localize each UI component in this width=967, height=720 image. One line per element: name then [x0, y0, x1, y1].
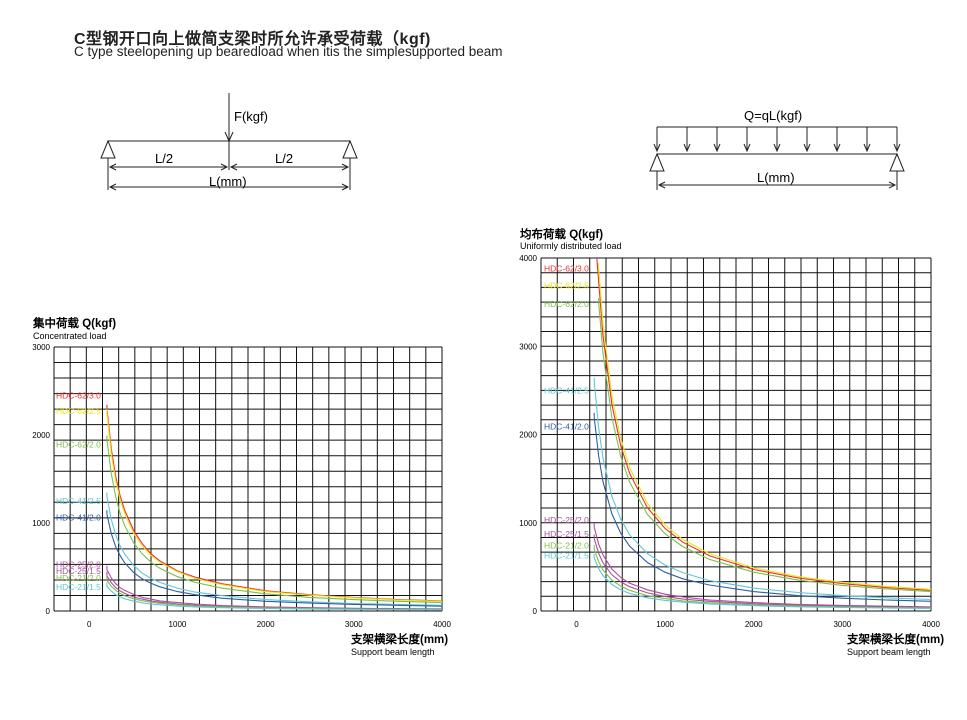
x-tick-label: 3000	[833, 620, 851, 629]
series-label: HDC-62/2.0	[544, 299, 589, 309]
series-label: HDC-25/2.0	[56, 559, 101, 569]
series-label: HDC-41/2.0	[544, 422, 589, 432]
y-tick-label: 1000	[519, 519, 537, 528]
x-axis-title: 支架横梁长度(mm)	[846, 632, 944, 646]
left-support-icon	[100, 139, 116, 159]
series-label: HDC-25/2.0	[544, 515, 589, 525]
series-line	[596, 258, 931, 591]
y-tick-label: 0	[533, 607, 538, 616]
chart-title: 集中荷载 Q(kgf)	[32, 316, 116, 330]
load-arrowhead-icon	[653, 143, 661, 153]
uniform-load-label: Q=qL(kgf)	[744, 108, 802, 123]
series-line	[598, 302, 931, 593]
x-tick-label: 3000	[345, 620, 363, 629]
y-tick-label: 3000	[519, 342, 537, 351]
x-tick-label: 2000	[257, 620, 275, 629]
load-arrowhead-icon	[803, 143, 811, 153]
load-arrowhead-icon	[743, 143, 751, 153]
load-arrowhead-icon	[713, 143, 721, 153]
load-arrowhead-icon	[893, 143, 901, 153]
series-line	[106, 412, 442, 602]
y-tick-label: 2000	[32, 431, 50, 440]
series-line	[593, 527, 931, 608]
x-tick-label: 4000	[922, 620, 940, 629]
grid	[53, 346, 443, 612]
x-axis-title: 支架横梁长度(mm)	[350, 632, 448, 646]
series-label: HDC-21/2.0	[56, 573, 101, 583]
load-arrowhead-icon	[683, 143, 691, 153]
span-label-point: L(mm)	[209, 174, 247, 189]
page-title: C型钢开口向上做简支梁时所允许承受荷载（kgf)	[74, 31, 431, 48]
concentrated-load-chart: 集中荷载 Q(kgf) Concentrated load 支架横梁长度(mm)…	[32, 316, 451, 657]
series-label: HDC-25/1.5	[56, 566, 101, 576]
half-span-left-label: L/2	[155, 151, 173, 166]
x-axis-subtitle: Support beam length	[847, 647, 931, 657]
y-tick-label: 2000	[519, 431, 537, 440]
series-line	[593, 381, 931, 601]
y-tick-label: 3000	[32, 343, 50, 352]
series-label: HDC-62/2.5	[56, 406, 101, 416]
series-label: HDC-25/1.5	[544, 529, 589, 539]
x-tick-label: 4000	[433, 620, 451, 629]
x-tick-label: 1000	[656, 620, 674, 629]
y-tick-label: 1000	[32, 519, 50, 528]
series-line	[106, 496, 442, 606]
load-arrowhead-icon	[833, 143, 841, 153]
series-line	[598, 266, 931, 590]
chart-title: 均布荷载 Q(kgf)	[520, 227, 603, 241]
point-load-diagram	[100, 93, 358, 191]
uniform-load-diagram	[649, 126, 905, 190]
series-line	[593, 416, 931, 602]
series-line	[593, 549, 931, 609]
page-subtitle: C type steelopening up bearedload when i…	[74, 44, 503, 59]
grid	[540, 257, 932, 612]
series-line	[106, 408, 442, 602]
series-label: HDC-21/1.5	[56, 582, 101, 592]
chart-subtitle: Concentrated load	[33, 331, 107, 341]
series-line	[593, 557, 931, 609]
series-label: HDC-62/3.0	[544, 264, 589, 274]
series-label: HDC-62/2.5	[544, 280, 589, 290]
series-line	[593, 538, 931, 608]
half-span-right-label: L/2	[275, 151, 293, 166]
uniform-load-chart: 均布荷载 Q(kgf) Uniformly distributed load 支…	[519, 227, 944, 657]
series-line	[106, 586, 442, 611]
x-axis-subtitle: Support beam length	[351, 647, 435, 657]
x-tick-label: 1000	[169, 620, 187, 629]
left-support-icon	[649, 152, 665, 172]
load-arrowhead-icon	[863, 143, 871, 153]
series-label: HDC-41/2.0	[56, 513, 101, 523]
force-label: F(kgf)	[234, 109, 268, 124]
series-label: HDC-21/1.5	[544, 550, 589, 560]
series-line	[106, 514, 442, 607]
x-tick-label: 0	[574, 620, 579, 629]
chart-subtitle: Uniformly distributed load	[520, 241, 622, 251]
x-tick-label: 0	[87, 620, 92, 629]
span-label-uniform: L(mm)	[757, 170, 795, 185]
load-arrowhead-icon	[773, 143, 781, 153]
x-tick-label: 2000	[745, 620, 763, 629]
series-label: HDC-21/2.0	[544, 541, 589, 551]
series-label: HDC-62/3.0	[56, 390, 101, 400]
series-label: HDC-41/2.5	[544, 385, 589, 395]
right-support-icon	[342, 139, 358, 159]
distributed-load-arrows	[653, 127, 901, 153]
series-line	[106, 439, 442, 604]
y-tick-label: 4000	[519, 254, 537, 263]
series-label: HDC-62/2.0	[56, 440, 101, 450]
right-support-icon	[889, 152, 905, 172]
y-tick-label: 0	[46, 607, 51, 616]
series-label: HDC-41/2.5	[56, 496, 101, 506]
